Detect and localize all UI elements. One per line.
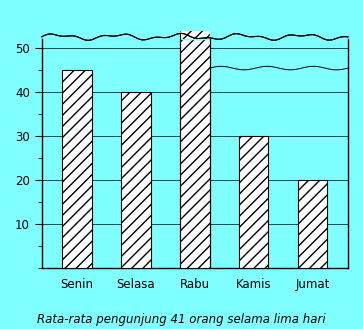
Bar	[180, 31, 209, 39]
Bar	[180, 39, 209, 268]
Text: Rata-rata pengunjung 41 orang selama lima hari: Rata-rata pengunjung 41 orang selama lim…	[37, 313, 326, 326]
Bar	[239, 136, 269, 268]
Bar	[62, 70, 92, 268]
Polygon shape	[180, 26, 209, 39]
Bar	[121, 92, 151, 268]
Bar	[298, 180, 327, 268]
